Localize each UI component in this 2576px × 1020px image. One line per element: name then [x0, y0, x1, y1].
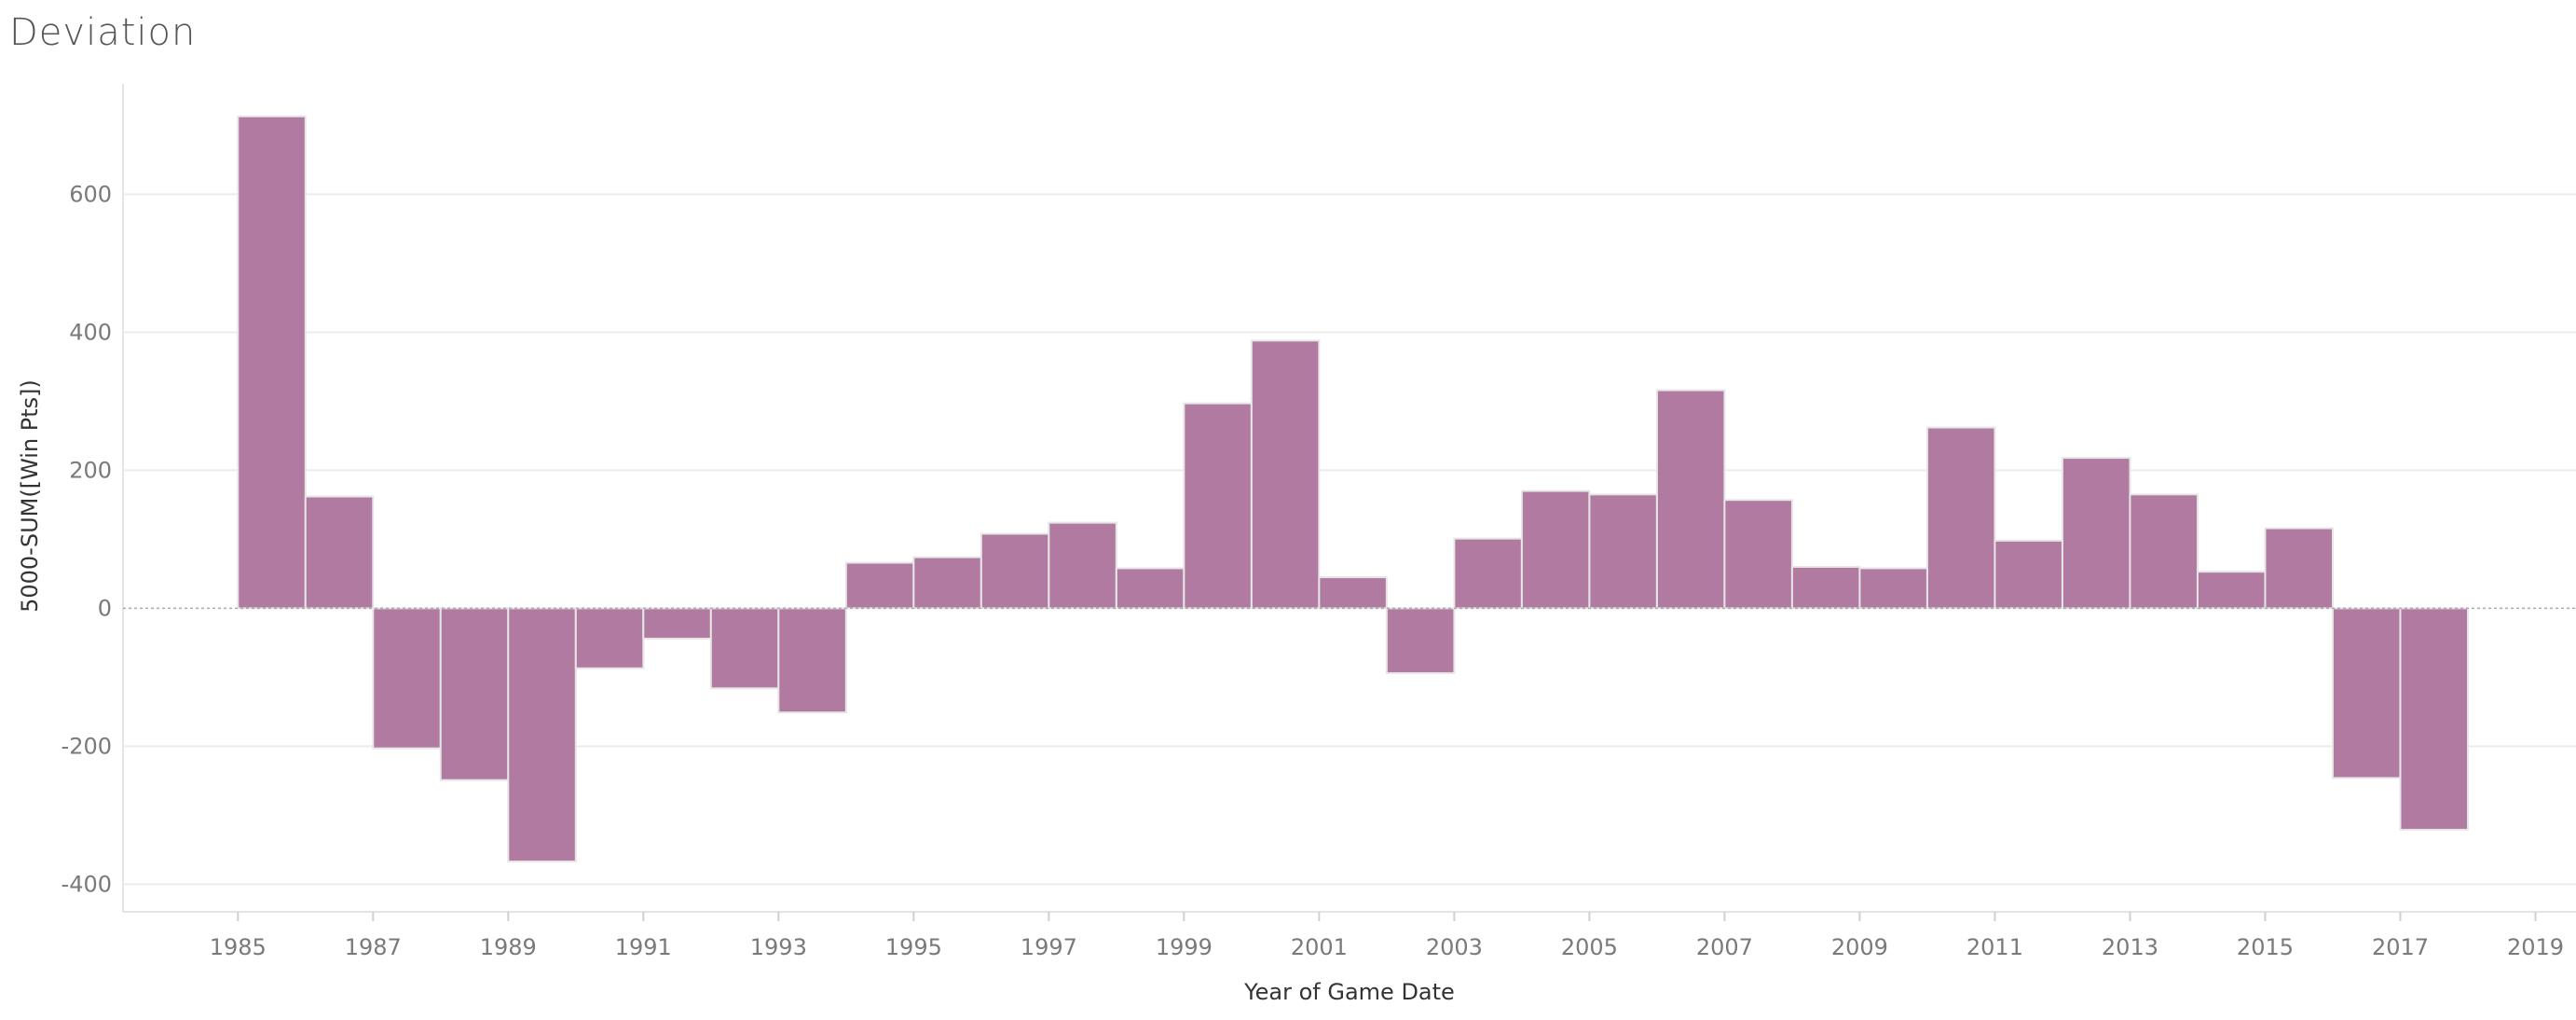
- bar: [1250, 339, 1321, 610]
- bar: [439, 607, 510, 781]
- x-tick-label: 2005: [1561, 934, 1618, 960]
- x-tick-label: 2009: [1831, 934, 1888, 960]
- bars: [237, 115, 2469, 862]
- x-tick-labels: 1985 1987 1989 1991 1993 1995 1997 1999 2001 2003…: [210, 912, 2564, 960]
- bar: [1115, 567, 1185, 610]
- x-axis-title: Year of Game Date: [1243, 979, 1455, 1005]
- bar: [980, 532, 1050, 610]
- x-tick-label: 2015: [2237, 934, 2294, 960]
- bar: [372, 607, 442, 750]
- y-tick-label: 200: [69, 457, 112, 483]
- x-tick-label: 1997: [1021, 934, 1077, 960]
- bar: [304, 495, 375, 610]
- bar: [1588, 493, 1658, 610]
- x-tick-label: 2017: [2372, 934, 2429, 960]
- y-tick-label: -200: [62, 733, 112, 759]
- x-tick-label: 2019: [2507, 934, 2564, 960]
- bar: [2399, 607, 2469, 831]
- x-tick-label: 1993: [750, 934, 807, 960]
- bar: [2061, 457, 2131, 610]
- chart-title: Deviation: [9, 11, 197, 54]
- y-axis-title: 5000-SUM([Win Pts]): [17, 379, 43, 613]
- bar: [2129, 493, 2199, 610]
- bar: [642, 607, 712, 640]
- bar: [709, 607, 780, 690]
- x-tick-label: 1985: [210, 934, 267, 960]
- x-tick-label: 2013: [2102, 934, 2158, 960]
- bar: [1925, 426, 1996, 610]
- x-tick-label: 2011: [1966, 934, 2023, 960]
- bar: [507, 607, 577, 862]
- bar: [2264, 527, 2334, 610]
- y-tick-label: 600: [69, 181, 112, 207]
- bar: [1655, 389, 1726, 610]
- x-tick-label: 1987: [345, 934, 402, 960]
- bar: [912, 556, 982, 610]
- bar: [844, 561, 915, 610]
- bar: [1183, 402, 1253, 610]
- y-tick-label: -400: [62, 871, 112, 897]
- x-tick-label: 2007: [1696, 934, 1753, 960]
- bar: [1453, 537, 1523, 610]
- x-tick-label: 2003: [1426, 934, 1483, 960]
- x-tick-label: 1995: [885, 934, 942, 960]
- bar: [1318, 576, 1388, 610]
- x-tick-label: 2001: [1291, 934, 1348, 960]
- bar: [1520, 489, 1591, 610]
- bar: [574, 607, 645, 669]
- x-tick-label: 1999: [1156, 934, 1213, 960]
- bar: [777, 607, 847, 714]
- y-tick-labels: -400 -200 0 200 400 600: [62, 181, 112, 897]
- bar: [1723, 499, 1793, 610]
- bar: [1790, 566, 1861, 610]
- x-tick-label: 1991: [615, 934, 672, 960]
- bar: [2196, 571, 2267, 610]
- y-tick-label: 400: [69, 319, 112, 345]
- bar: [1048, 521, 1117, 610]
- bar: [237, 115, 307, 610]
- bar: [1858, 567, 1928, 610]
- bar: [1994, 539, 2063, 610]
- bar: [2331, 607, 2402, 779]
- x-tick-label: 1989: [480, 934, 537, 960]
- bar: [1385, 607, 1456, 674]
- y-tick-label: 0: [98, 595, 112, 621]
